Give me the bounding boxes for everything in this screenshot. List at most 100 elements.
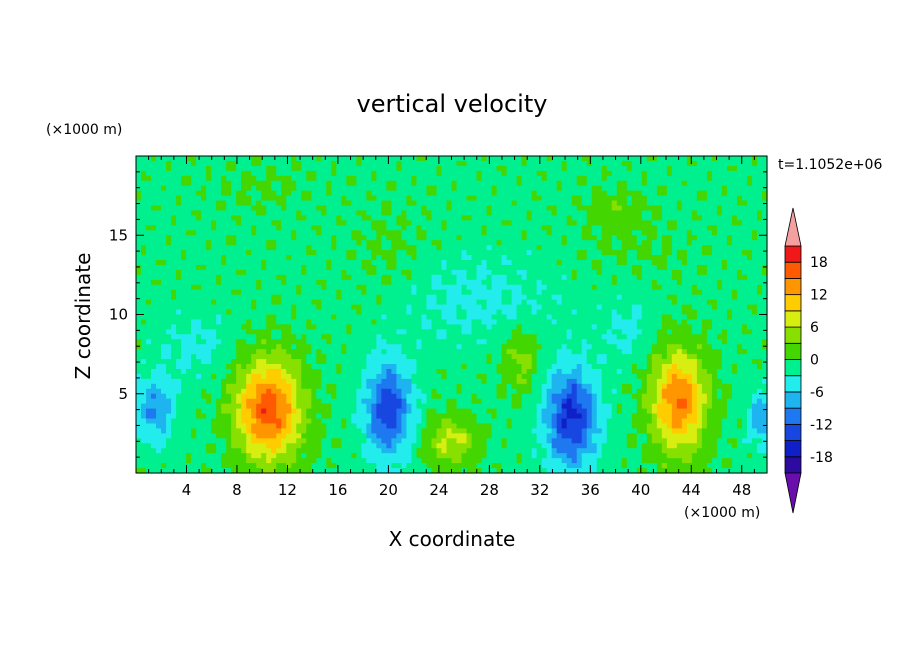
field-cell — [316, 329, 322, 335]
field-cell — [681, 220, 688, 226]
field-cell — [521, 304, 528, 311]
field-cell — [371, 190, 377, 197]
field-cell — [601, 284, 608, 291]
field-cell — [536, 165, 543, 172]
field-cell — [481, 235, 488, 241]
field-cell — [606, 314, 613, 321]
field-cell — [236, 215, 242, 221]
field-cell — [711, 274, 718, 281]
field-cell — [181, 165, 187, 172]
field-cell — [531, 324, 538, 330]
field-cell — [241, 180, 247, 187]
field-cell — [316, 240, 322, 246]
field-cell — [421, 260, 428, 266]
field-cell — [261, 210, 267, 217]
field-cell — [601, 245, 608, 251]
field-cell — [701, 260, 708, 266]
field-cell — [576, 284, 583, 291]
field-cell — [306, 220, 312, 226]
field-cell — [386, 165, 393, 172]
field-cell — [501, 200, 508, 207]
field-cell — [381, 200, 387, 207]
field-cell — [321, 175, 327, 182]
field-cell — [746, 339, 753, 345]
field-cell — [341, 230, 347, 236]
field-cell — [441, 190, 448, 197]
field-cell — [176, 264, 182, 271]
field-cell — [236, 210, 242, 217]
field-cell — [731, 279, 738, 286]
field-cell — [416, 269, 423, 276]
field-cell — [261, 215, 267, 221]
field-cell — [206, 240, 212, 246]
field-cell — [191, 165, 197, 172]
field-cell — [451, 220, 458, 226]
field-cell — [276, 319, 282, 325]
field-cell — [351, 230, 357, 236]
field-cell — [306, 230, 312, 236]
field-cell — [616, 304, 623, 311]
field-cell — [141, 200, 147, 207]
field-cell — [571, 205, 578, 212]
field-cell — [476, 314, 483, 321]
field-cell — [141, 235, 147, 241]
field-cell — [141, 269, 147, 276]
field-cell — [691, 314, 698, 321]
field-cell — [451, 180, 458, 187]
field-cell — [521, 205, 528, 212]
field-cell — [151, 205, 157, 212]
field-cell — [521, 274, 528, 281]
field-cell — [331, 200, 337, 207]
field-cell — [341, 309, 347, 316]
field-cell — [476, 215, 483, 221]
field-cell — [371, 319, 377, 325]
field-cell — [276, 235, 282, 241]
field-cell — [366, 225, 372, 231]
field-cell — [636, 274, 643, 281]
field-cell — [681, 334, 688, 340]
field-cell — [311, 185, 317, 192]
field-cell — [386, 250, 393, 256]
field-cell — [356, 220, 362, 226]
field-cell — [306, 255, 312, 261]
field-cell — [326, 200, 332, 207]
field-cell — [476, 160, 483, 167]
field-cell — [481, 274, 488, 281]
field-cell — [136, 260, 142, 266]
field-cell — [461, 175, 468, 182]
field-cell — [596, 284, 603, 291]
field-cell — [671, 225, 678, 231]
field-cell — [526, 260, 533, 266]
field-cell — [481, 245, 488, 251]
field-cell — [616, 324, 623, 330]
field-cell — [336, 329, 342, 335]
field-cell — [591, 245, 598, 251]
field-cell — [266, 230, 272, 236]
field-cell — [531, 334, 538, 340]
field-cell — [581, 215, 588, 221]
field-cell — [571, 334, 578, 340]
field-cell — [376, 180, 382, 187]
field-cell — [381, 165, 387, 172]
field-cell — [271, 329, 277, 335]
field-cell — [306, 260, 312, 266]
field-cell — [606, 304, 613, 311]
field-cell — [631, 160, 638, 167]
field-cell — [716, 240, 723, 246]
field-cell — [146, 215, 152, 221]
field-cell — [326, 245, 332, 251]
field-cell — [746, 299, 753, 306]
field-cell — [756, 344, 763, 350]
field-cell — [556, 180, 563, 187]
field-cell — [191, 205, 197, 212]
field-cell — [736, 175, 743, 182]
field-cell — [311, 175, 317, 182]
field-cell — [316, 274, 322, 281]
field-cell — [271, 319, 277, 325]
field-cell — [751, 225, 758, 231]
field-cell — [316, 245, 322, 251]
field-cell — [741, 309, 748, 316]
field-cell — [466, 195, 473, 202]
field-cell — [541, 314, 548, 321]
field-cell — [381, 245, 387, 251]
